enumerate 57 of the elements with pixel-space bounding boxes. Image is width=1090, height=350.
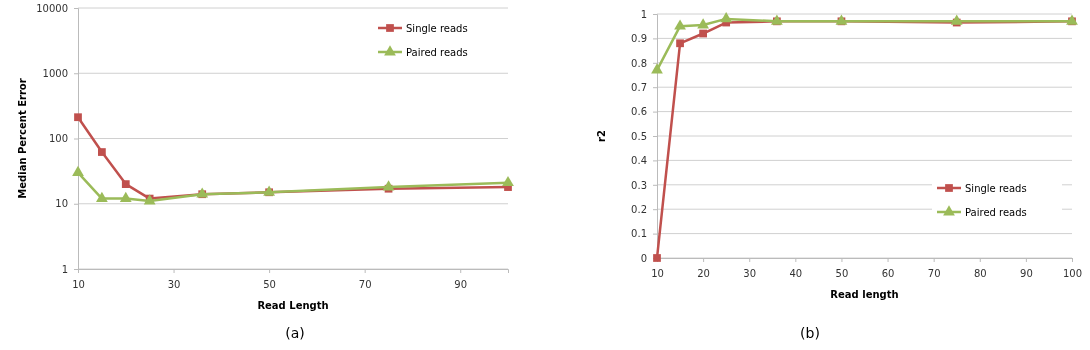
y-tick-label: 0.9 bbox=[631, 33, 647, 45]
x-tick-label: 10 bbox=[72, 279, 85, 291]
point bbox=[674, 19, 686, 30]
x-tick-label: 70 bbox=[358, 279, 372, 291]
text: (a) bbox=[285, 325, 305, 341]
x-tick-label: 100 bbox=[1062, 268, 1083, 280]
x-axis-title: Read Length bbox=[257, 300, 329, 311]
y-axis-title: r2 bbox=[596, 130, 607, 142]
legend-label: Single reads bbox=[406, 23, 468, 34]
point bbox=[651, 63, 663, 74]
y-tick-label: 10 bbox=[55, 198, 68, 210]
x-tick-label: 90 bbox=[1020, 268, 1033, 280]
y-tick-label: 0.2 bbox=[631, 203, 647, 215]
x-tick-label: 10 bbox=[651, 268, 664, 280]
y-tick-label: 1 bbox=[61, 263, 68, 275]
x-axis-title: Read length bbox=[830, 289, 899, 300]
x-tick-label: 90 bbox=[454, 279, 468, 291]
x-tick-label: 60 bbox=[881, 268, 895, 280]
point bbox=[121, 180, 130, 188]
x-tick-label: 30 bbox=[167, 279, 181, 291]
legend-label: Paired reads bbox=[406, 47, 468, 58]
point bbox=[950, 14, 963, 25]
point bbox=[96, 191, 108, 202]
legend-label: Single reads bbox=[965, 183, 1027, 194]
point bbox=[119, 191, 132, 202]
x-tick-label: 40 bbox=[789, 268, 803, 280]
x-tick-label: 80 bbox=[973, 268, 987, 280]
x-tick-label: 70 bbox=[927, 268, 941, 280]
x-tick-label: 50 bbox=[835, 268, 849, 280]
y-axis-title: Median Percent Error bbox=[17, 78, 28, 199]
text: (b) bbox=[800, 325, 820, 341]
y-tick-label: 0.3 bbox=[631, 179, 647, 191]
point bbox=[699, 29, 707, 38]
y-tick-label: 0.7 bbox=[631, 81, 647, 93]
point bbox=[653, 254, 661, 262]
point bbox=[697, 18, 709, 29]
point bbox=[74, 113, 82, 122]
y-tick-label: 1 bbox=[640, 8, 647, 20]
y-tick-label: 10000 bbox=[36, 2, 68, 14]
x-tick-label: 50 bbox=[263, 279, 276, 291]
y-tick-label: 0.8 bbox=[631, 57, 647, 69]
y-tick-label: 0.4 bbox=[631, 155, 647, 167]
x-tick-label: 30 bbox=[743, 268, 757, 280]
point bbox=[720, 12, 733, 23]
point bbox=[502, 175, 514, 187]
point bbox=[98, 148, 106, 156]
point bbox=[676, 39, 684, 48]
y-tick-label: 0.6 bbox=[631, 106, 647, 118]
legend-label: Paired reads bbox=[965, 207, 1027, 218]
y-tick-label: 100 bbox=[48, 133, 68, 145]
point bbox=[382, 180, 395, 191]
point bbox=[72, 165, 84, 177]
y-tick-label: 0 bbox=[640, 252, 647, 264]
y-tick-label: 0.1 bbox=[631, 228, 647, 240]
y-tick-label: 1000 bbox=[42, 67, 68, 79]
y-tick-label: 0.5 bbox=[631, 130, 647, 142]
x-tick-label: 20 bbox=[697, 268, 710, 280]
